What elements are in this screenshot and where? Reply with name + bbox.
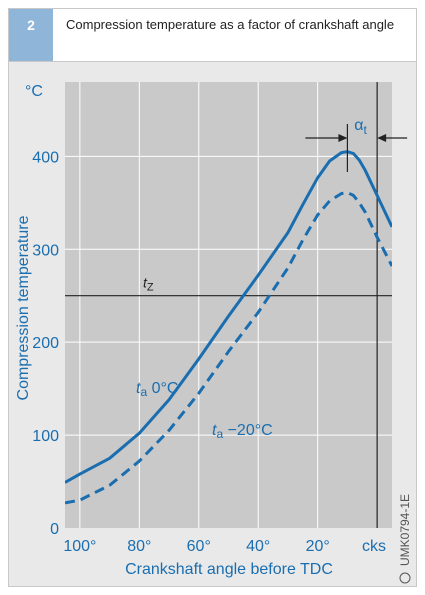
alpha-label: αt bbox=[354, 117, 367, 137]
y-tick-label: 400 bbox=[32, 149, 59, 166]
reference-line-label-sub: Z bbox=[147, 282, 154, 294]
series-label-main: t bbox=[212, 422, 217, 439]
x-tick-label: 80° bbox=[127, 538, 151, 555]
reference-line-label: tZ bbox=[143, 275, 154, 294]
alpha-arrowhead-left bbox=[338, 134, 348, 142]
series-label-0: ta 0°C bbox=[136, 380, 178, 399]
alpha-label-main: α bbox=[354, 117, 363, 134]
series-label-sub: a bbox=[140, 385, 147, 399]
series-label-main: t bbox=[136, 380, 141, 397]
series-label-1: ta −20°C bbox=[212, 422, 273, 441]
x-axis-label: Crankshaft angle before TDC bbox=[125, 561, 333, 578]
credit: UMK0794-1E bbox=[398, 494, 412, 584]
alpha-arrowhead-right bbox=[377, 134, 387, 142]
annotations: ta 0°Cta −20°Cαt bbox=[136, 117, 408, 441]
x-tick-label: cks bbox=[362, 538, 386, 555]
series-label-sub: a bbox=[216, 427, 223, 441]
x-tick-label: 40° bbox=[246, 538, 270, 555]
y-tick-label: 300 bbox=[32, 242, 59, 259]
figure-number-badge: 2 bbox=[9, 9, 53, 61]
y-axis-label: Compression temperature bbox=[15, 215, 32, 400]
series-label-rest: 0°C bbox=[147, 380, 178, 397]
x-tick-label: 20° bbox=[306, 538, 330, 555]
y-tick-label: 0 bbox=[50, 521, 59, 538]
series-line-1 bbox=[65, 191, 392, 505]
plot-area bbox=[65, 82, 392, 528]
series-line-0 bbox=[65, 150, 392, 484]
credit-code: UMK0794-1E bbox=[398, 494, 412, 566]
y-tick-label: 200 bbox=[32, 335, 59, 352]
copyright-icon bbox=[399, 572, 411, 584]
figure-header: 2 Compression temperature as a factor of… bbox=[9, 9, 416, 62]
alpha-label-sub: t bbox=[364, 123, 368, 137]
series-layer bbox=[65, 150, 392, 505]
reference-line-group: tZ bbox=[65, 275, 392, 297]
x-tick-label: 60° bbox=[187, 538, 211, 555]
x-tick-label: 100° bbox=[63, 538, 96, 555]
y-tick-label: 100 bbox=[32, 428, 59, 445]
tick-labels: 0 100 200 300 400 100° 80° 60° 40° 20° cks bbox=[32, 149, 386, 555]
figure-title: Compression temperature as a factor of c… bbox=[66, 17, 395, 32]
y-unit-label: °C bbox=[25, 83, 43, 100]
series-label-rest: −20°C bbox=[223, 422, 273, 439]
